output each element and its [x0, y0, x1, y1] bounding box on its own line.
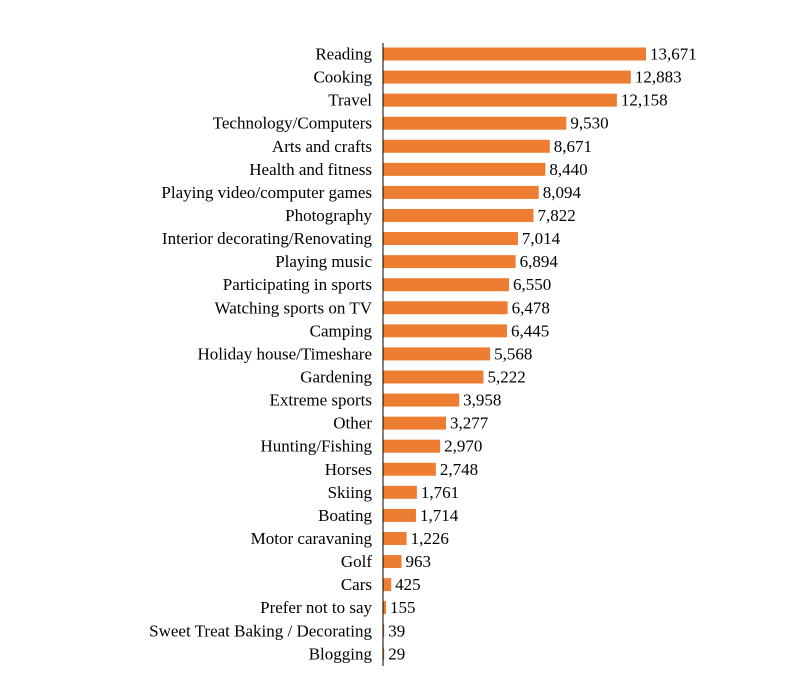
value-label: 963: [406, 552, 432, 571]
value-label: 1,226: [411, 529, 449, 548]
category-label: Reading: [315, 45, 372, 64]
bar: [383, 47, 646, 61]
value-label: 12,883: [635, 68, 682, 87]
value-label: 7,822: [537, 206, 575, 225]
value-label: 155: [390, 598, 416, 617]
category-label: Hunting/Fishing: [261, 437, 373, 456]
bar: [383, 462, 436, 476]
value-label: 1,761: [421, 483, 459, 502]
value-label: 6,550: [513, 275, 551, 294]
bar: [383, 555, 402, 569]
bar: [383, 439, 441, 453]
bar: [383, 647, 385, 661]
value-label: 5,568: [494, 344, 532, 363]
category-label: Cars: [341, 575, 372, 594]
category-label: Photography: [285, 206, 372, 225]
value-label: 3,958: [463, 391, 501, 410]
bar: [383, 416, 447, 430]
bar: [383, 370, 484, 384]
value-label: 425: [395, 575, 421, 594]
category-label: Blogging: [309, 644, 373, 663]
value-label: 6,894: [520, 252, 559, 271]
category-label: Watching sports on TV: [215, 298, 373, 317]
bar: [383, 139, 550, 153]
category-label: Motor caravaning: [251, 529, 373, 548]
value-label: 8,440: [549, 160, 587, 179]
value-label: 2,970: [444, 437, 482, 456]
category-label: Prefer not to say: [260, 598, 372, 617]
category-label: Golf: [341, 552, 373, 571]
bar: [383, 624, 385, 638]
bar: [383, 301, 508, 315]
category-label: Horses: [325, 460, 372, 479]
category-label: Interior decorating/Renovating: [162, 229, 373, 248]
bar: [383, 347, 491, 361]
value-label: 6,478: [512, 298, 550, 317]
category-label: Extreme sports: [270, 391, 372, 410]
value-label: 7,014: [522, 229, 561, 248]
value-label: 8,094: [543, 183, 582, 202]
bar: [383, 255, 516, 269]
bar: [383, 601, 386, 615]
bar: [383, 185, 539, 199]
value-label: 2,748: [440, 460, 478, 479]
bar: [383, 208, 534, 222]
value-label: 3,277: [450, 414, 489, 433]
bar: [383, 508, 416, 522]
category-labels-layer: Reading Cooking Travel Technology/Computers…: [149, 45, 373, 664]
value-label: 13,671: [650, 45, 697, 64]
category-label: Playing music: [275, 252, 372, 271]
bar: [383, 116, 567, 130]
category-label: Participating in sports: [223, 275, 372, 294]
bar: [383, 232, 518, 246]
category-label: Travel: [328, 91, 372, 110]
value-label: 12,158: [621, 91, 668, 110]
value-label: 5,222: [487, 367, 525, 386]
category-label: Gardening: [300, 367, 372, 386]
category-label: Holiday house/Timeshare: [197, 344, 372, 363]
category-label: Arts and crafts: [272, 137, 372, 156]
category-label: Camping: [310, 321, 373, 340]
bar: [383, 531, 407, 545]
value-label: 1,714: [420, 506, 459, 525]
category-label: Technology/Computers: [213, 114, 372, 133]
category-label: Cooking: [313, 68, 372, 87]
category-label: Health and fitness: [249, 160, 372, 179]
bar: [383, 70, 631, 84]
bar: [383, 393, 460, 407]
value-label: 9,530: [570, 114, 608, 133]
value-label: 39: [388, 621, 405, 640]
value-label: 8,671: [554, 137, 592, 156]
value-labels-layer: 13,671 12,883 12,158 9,530 8,671 8,440 8,094 7,…: [388, 45, 697, 664]
category-label: Other: [333, 414, 372, 433]
bar: [383, 578, 392, 592]
category-label: Boating: [318, 506, 372, 525]
bar: [383, 278, 510, 292]
category-label: Playing video/computer games: [161, 183, 372, 202]
category-label: Sweet Treat Baking / Decorating: [149, 621, 372, 640]
bar: [383, 324, 507, 338]
bars-layer: [383, 47, 646, 661]
category-label: Skiing: [328, 483, 373, 502]
bar: [383, 162, 546, 176]
bar: [383, 485, 417, 499]
value-label: 6,445: [511, 321, 549, 340]
bar: [383, 93, 617, 107]
value-label: 29: [388, 644, 405, 663]
